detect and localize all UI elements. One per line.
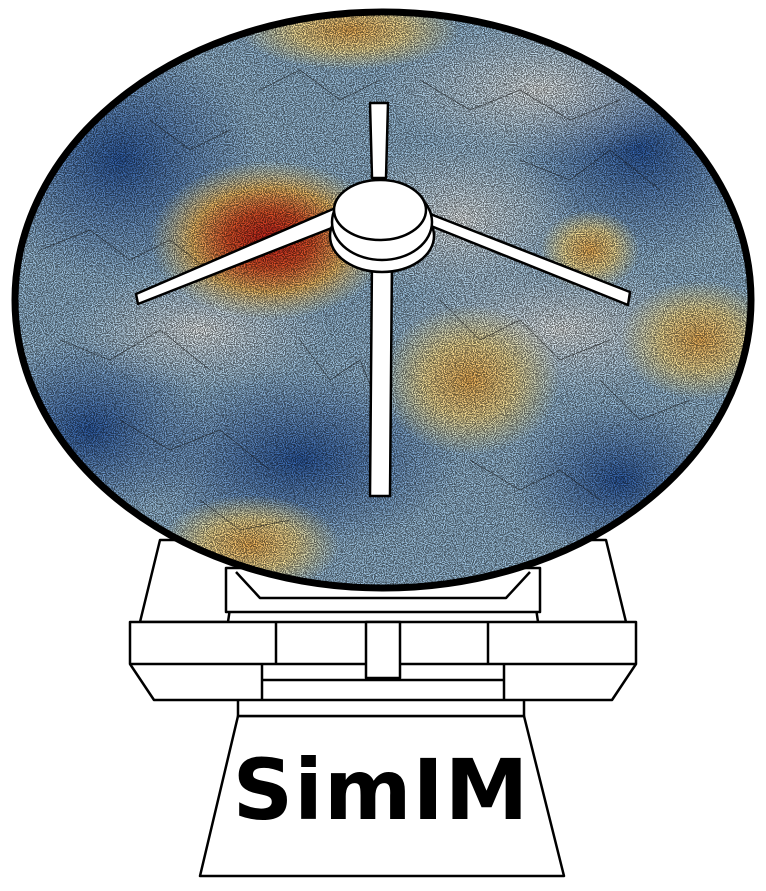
dish-rim	[11, 8, 755, 592]
logo-wordmark: SimIM	[232, 741, 530, 839]
feed-hub	[328, 178, 436, 274]
feed-struts	[134, 101, 632, 498]
